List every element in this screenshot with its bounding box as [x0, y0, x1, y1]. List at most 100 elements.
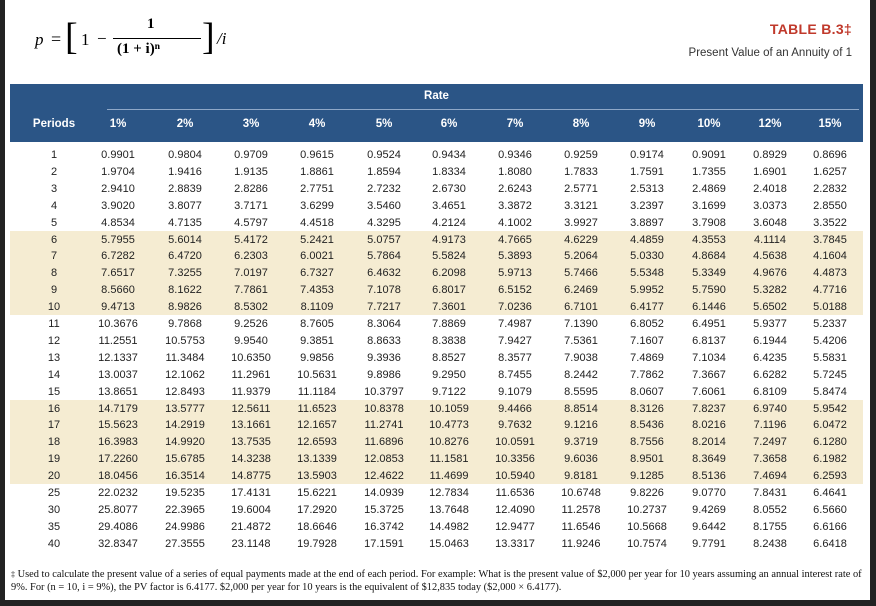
value-cell: 5.9542: [813, 402, 847, 415]
value-cell: 17.2920: [297, 503, 337, 516]
value-cell: 1.9704: [101, 165, 135, 178]
value-cell: 8.5595: [564, 385, 598, 398]
value-cell: 12.4090: [495, 503, 535, 516]
value-cell: 17.1591: [364, 537, 404, 550]
table-row: 4 3.9020 3.8077 3.7171 3.6299 3.5460 3.4651 3.3…: [10, 200, 863, 213]
period-cell: 10: [47, 301, 61, 314]
value-cell: 10.6748: [561, 487, 601, 499]
value-cell: 8.7455: [498, 368, 532, 381]
value-cell: 7.8431: [753, 487, 787, 499]
value-cell: 1.9416: [168, 165, 202, 178]
value-cell: 6.5152: [498, 284, 532, 297]
value-cell: 2.2832: [813, 182, 847, 195]
value-cell: 2.6730: [432, 182, 466, 195]
value-cell: 3.5460: [367, 199, 401, 212]
rate-label: Rate: [424, 90, 449, 102]
value-cell: 8.3838: [432, 334, 466, 347]
formula-bracket-right: ]: [202, 16, 215, 58]
value-cell: 7.8237: [692, 402, 726, 415]
value-cell: 8.2014: [692, 436, 726, 449]
value-cell: 12.1337: [98, 351, 138, 364]
value-cell: 4.1002: [498, 216, 532, 229]
value-cell: 14.9920: [165, 436, 205, 449]
table-row: 3 2.9410 2.8839 2.8286 2.7751 2.7232 2.6730 2.6…: [10, 183, 863, 196]
value-cell: 7.3601: [432, 301, 466, 314]
value-cell: 7.4869: [630, 351, 664, 364]
footnote-mark: ‡: [11, 570, 15, 579]
value-cell: 0.9091: [692, 149, 726, 161]
value-cell: 29.4086: [98, 520, 138, 533]
value-cell: 9.1216: [564, 419, 598, 432]
value-cell: 1.9135: [234, 165, 268, 178]
value-cell: 7.1078: [367, 284, 401, 297]
value-cell: 14.8775: [231, 470, 271, 483]
period-cell: 16: [47, 402, 61, 415]
value-cell: 6.6282: [753, 368, 787, 381]
value-cell: 10.8276: [429, 436, 469, 449]
value-cell: 8.5302: [234, 301, 268, 314]
value-cell: 5.3282: [753, 284, 787, 297]
value-cell: 4.5797: [234, 216, 268, 229]
value-cell: 5.5824: [432, 250, 466, 263]
value-cell: 10.5753: [165, 334, 205, 347]
value-cell: 5.5831: [813, 351, 847, 364]
value-cell: 1.8080: [498, 165, 532, 178]
value-cell: 14.4982: [429, 520, 469, 533]
value-cell: 23.1148: [231, 537, 271, 550]
value-cell: 8.9501: [630, 453, 664, 466]
value-cell: 11.9246: [561, 537, 601, 550]
value-cell: 6.4632: [367, 267, 401, 280]
period-cell: 30: [47, 503, 61, 516]
value-cell: 6.4235: [753, 351, 787, 364]
value-cell: 10.8378: [364, 402, 404, 415]
value-cell: 10.1059: [429, 402, 469, 415]
value-cell: 14.7179: [98, 402, 138, 415]
value-cell: 10.5631: [297, 368, 337, 381]
value-cell: 8.2442: [564, 368, 598, 381]
value-cell: 12.1657: [297, 419, 337, 432]
rate-header: 15%: [818, 118, 842, 130]
value-cell: 2.5313: [630, 182, 664, 195]
formula-fraction-bar: [113, 38, 201, 39]
page: p = [ 1 − 1 (1 + i)ⁿ ] /i TABLE B.3‡ Pre…: [5, 0, 870, 600]
value-cell: 8.3649: [692, 453, 726, 466]
period-cell: 8: [50, 267, 58, 280]
value-cell: 5.9952: [630, 284, 664, 297]
value-cell: 9.7791: [692, 537, 726, 550]
value-cell: 21.4872: [231, 520, 271, 533]
value-cell: 7.0236: [498, 301, 532, 314]
value-cell: 6.1982: [813, 453, 847, 466]
value-cell: 5.7466: [564, 267, 598, 280]
rate-header: 2%: [176, 118, 194, 130]
value-cell: 5.7245: [813, 368, 847, 381]
value-cell: 6.9740: [753, 402, 787, 415]
value-cell: 3.3872: [498, 199, 532, 212]
value-cell: 6.5660: [813, 503, 847, 516]
value-cell: 5.7955: [101, 233, 135, 246]
value-cell: 1.8334: [432, 165, 466, 178]
value-cell: 9.2950: [432, 368, 466, 381]
table-row: 25 22.0232 19.5235 17.4131 15.6221 14.0939 12.…: [10, 487, 863, 500]
value-cell: 9.6442: [692, 520, 726, 533]
rate-header: 5%: [375, 118, 393, 130]
value-cell: 10.4773: [429, 419, 469, 432]
value-cell: 7.5361: [564, 334, 598, 347]
formula-bracket-left: [: [65, 16, 78, 58]
value-cell: 2.7751: [300, 182, 334, 195]
value-cell: 27.3555: [165, 537, 205, 550]
period-cell: 18: [47, 436, 61, 449]
formula: p = [ 1 − 1 (1 + i)ⁿ ] /i: [27, 14, 237, 66]
value-cell: 12.5611: [231, 402, 271, 415]
table-row: 18 16.3983 14.9920 13.7535 12.6593 11.6896 10.…: [10, 436, 863, 449]
value-cell: 15.0463: [429, 537, 469, 550]
formula-numerator: 1: [147, 16, 155, 32]
value-cell: 6.6418: [813, 537, 847, 550]
value-cell: 9.1285: [630, 470, 664, 483]
value-cell: 9.4466: [498, 402, 532, 415]
value-cell: 8.5136: [692, 470, 726, 483]
value-cell: 0.9804: [168, 149, 202, 161]
period-cell: 2: [50, 165, 58, 178]
value-cell: 10.0591: [495, 436, 535, 449]
value-cell: 3.6299: [300, 199, 334, 212]
value-cell: 0.9174: [630, 149, 664, 161]
